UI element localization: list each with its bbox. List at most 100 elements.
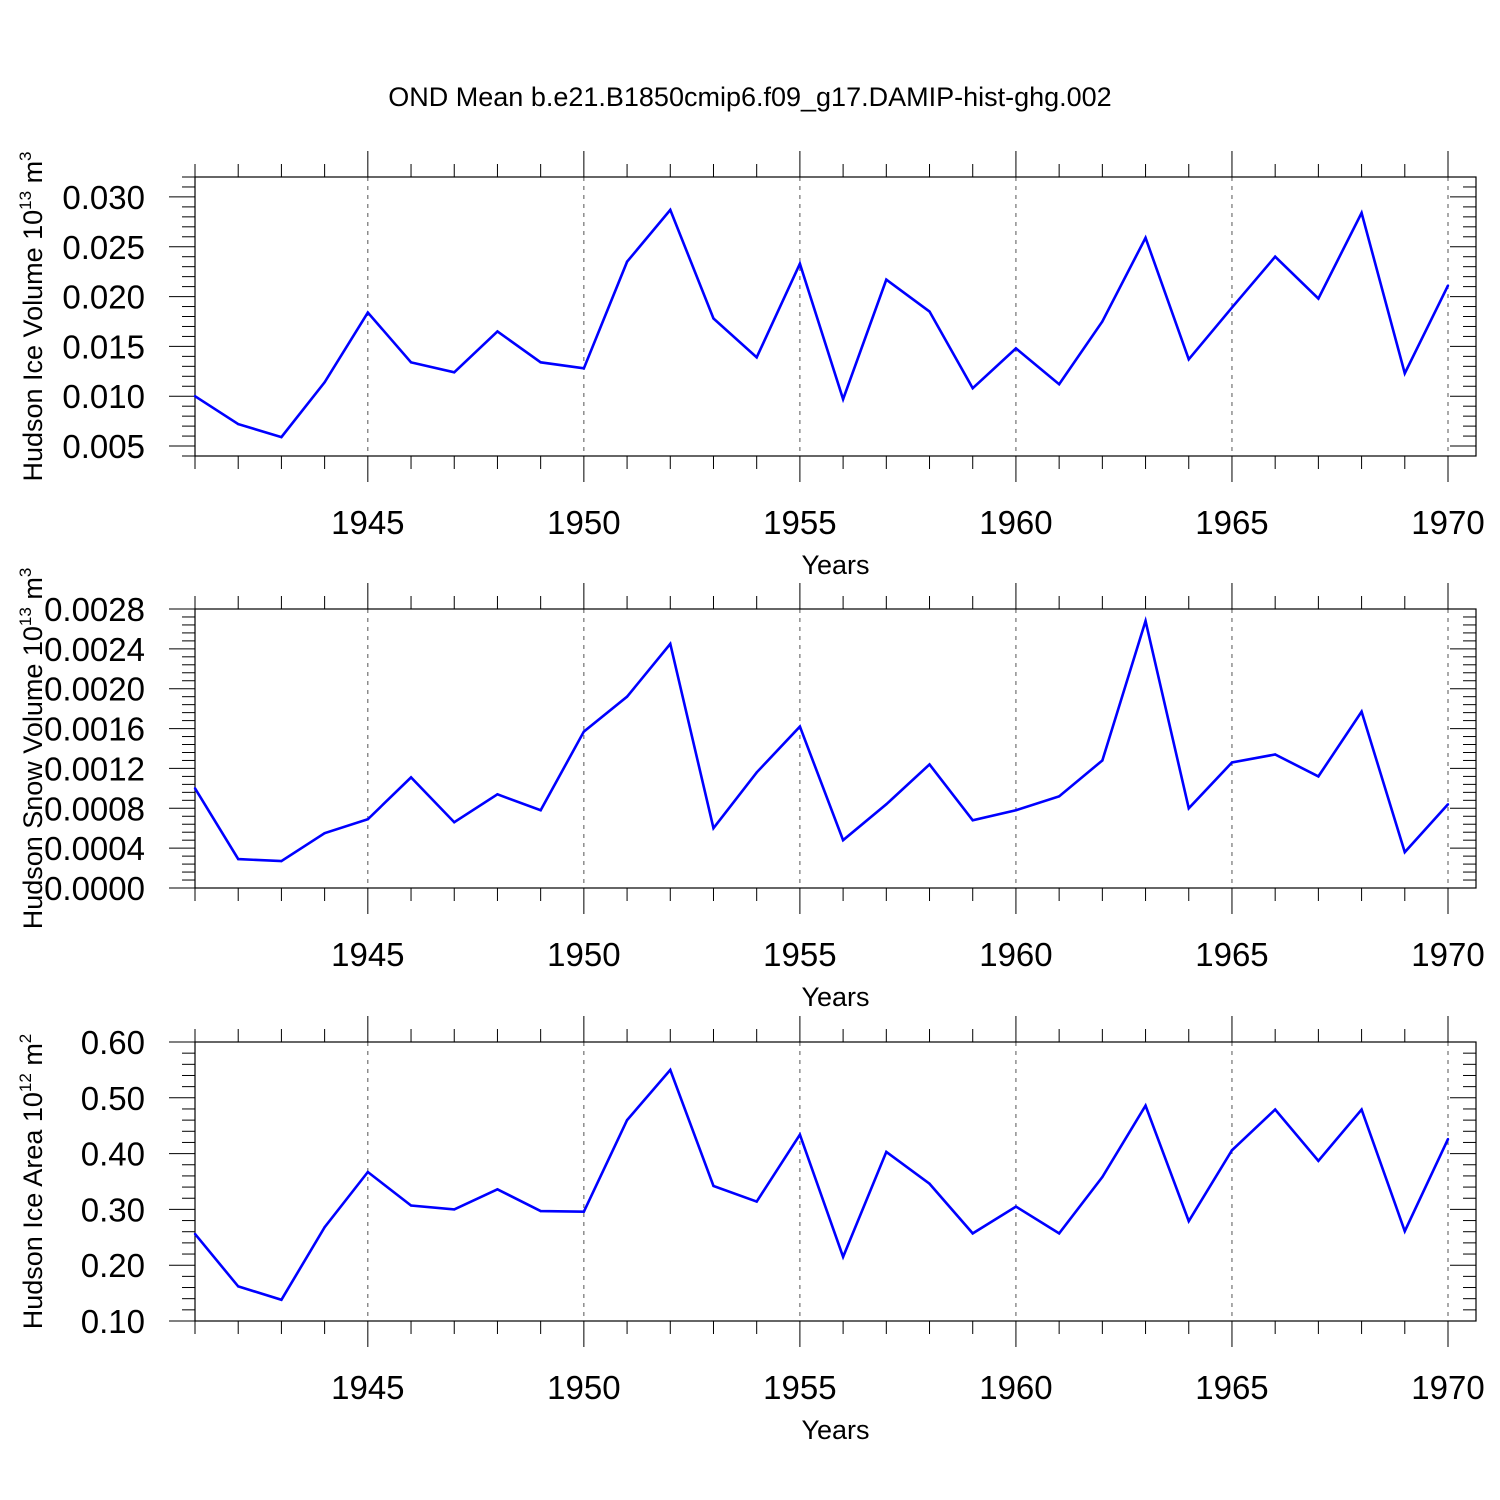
data-point <box>1187 1219 1190 1223</box>
x-tick-label: 1965 <box>1195 504 1268 541</box>
data-point <box>1446 1137 1450 1141</box>
y-tick-label: 0.50 <box>81 1080 145 1117</box>
x-tick-label: 1955 <box>763 936 836 973</box>
chart-panel-3: 1945 1950 1955 1960 1965 1970 0.10 0.20 0.30 0.40… <box>16 1016 1485 1445</box>
data-point <box>193 787 197 790</box>
x-tick-label: 1960 <box>979 504 1052 541</box>
y-tick-label: 0.0020 <box>44 671 145 708</box>
x-axis-title: Years <box>801 550 869 580</box>
series-line <box>193 615 1449 863</box>
y-axis-title: Hudson Snow Volume 1013 m3 <box>16 568 48 930</box>
data-point <box>971 1232 974 1235</box>
y-tick-label: 0.005 <box>62 428 145 465</box>
y-tick-label: 0.20 <box>81 1247 145 1284</box>
x-axis-title: Years <box>801 982 869 1012</box>
x-tick-label: 1945 <box>331 1369 404 1406</box>
data-point <box>1057 383 1061 386</box>
data-point <box>1057 1232 1061 1235</box>
data-point <box>1273 255 1277 258</box>
data-point <box>1014 809 1018 812</box>
y-axis-title-main: Hudson Ice Area 10 <box>18 1092 48 1329</box>
data-point <box>928 1182 931 1185</box>
y-tick-label: 0.30 <box>81 1191 145 1228</box>
y-axis-title-exponent: 12 <box>16 1073 35 1092</box>
data-point <box>539 361 542 364</box>
data-point <box>539 1209 542 1213</box>
data-point <box>625 695 629 698</box>
data-point <box>366 818 370 821</box>
data-point <box>669 208 672 212</box>
x-tick-label: 1945 <box>331 504 404 541</box>
data-point <box>625 1118 629 1122</box>
data-point <box>539 809 542 812</box>
x-tick-label: 1970 <box>1411 936 1484 973</box>
data-point <box>1317 775 1320 778</box>
x-tick-label: 1970 <box>1411 504 1484 541</box>
y-axis-title-unit: m <box>18 1043 48 1073</box>
x-tick-label: 1955 <box>763 504 836 541</box>
data-point <box>1360 1108 1363 1111</box>
data-point <box>1101 759 1104 762</box>
data-point <box>755 356 758 359</box>
series-line <box>194 207 1450 439</box>
y-tick-label: 0.60 <box>81 1024 145 1061</box>
data-point <box>237 857 240 861</box>
x-tick-label: 1960 <box>979 1369 1052 1406</box>
plot-frame <box>194 608 1477 889</box>
data-point <box>841 838 845 842</box>
y-tick-label: 0.0016 <box>44 711 145 748</box>
data-point <box>280 859 283 863</box>
y-tick-label: 0.0012 <box>44 750 145 787</box>
y-axis-title-exponent: 13 <box>16 191 35 210</box>
y-tick-label: 0.0000 <box>44 870 145 907</box>
data-point <box>496 330 499 333</box>
data-point <box>453 1208 456 1211</box>
data-point <box>280 435 283 439</box>
y-tick-label: 0.10 <box>81 1303 145 1340</box>
y-tick-label: 0.020 <box>62 279 145 316</box>
y-axis-title-main: Hudson Snow Volume 10 <box>18 626 48 929</box>
data-point <box>1317 297 1320 300</box>
x-tick-label: 1950 <box>547 504 620 541</box>
y-tick-label: 0.0008 <box>44 790 145 827</box>
data-point <box>712 827 715 830</box>
figure-title: OND Mean b.e21.B1850cmip6.f09_g17.DAMIP-… <box>388 82 1111 112</box>
y-tick-label: 0.030 <box>62 179 145 216</box>
data-point <box>1403 850 1406 854</box>
data-point <box>1101 1175 1104 1179</box>
plot-frame <box>194 1041 1477 1322</box>
series-line <box>193 1067 1450 1302</box>
x-tick-label: 1950 <box>547 1369 620 1406</box>
data-point <box>971 819 974 822</box>
data-point <box>453 371 456 374</box>
data-point <box>928 763 931 766</box>
data-point <box>323 1226 326 1229</box>
data-point <box>669 642 672 646</box>
y-axis-title-main: Hudson Ice Volume 10 <box>18 210 48 482</box>
data-point <box>1057 795 1061 798</box>
x-tick-label: 1950 <box>547 936 620 973</box>
y-axis-title: Hudson Ice Volume 1013 m3 <box>16 151 48 481</box>
data-point <box>1446 284 1450 287</box>
data-point <box>1187 807 1190 810</box>
data-point <box>1144 619 1147 623</box>
data-point <box>1360 211 1363 215</box>
data-point <box>1230 1149 1234 1152</box>
data-point <box>625 260 629 263</box>
data-point <box>1230 306 1234 309</box>
data-point <box>1403 1229 1406 1233</box>
data-point <box>237 1285 240 1288</box>
data-point <box>323 831 326 835</box>
data-point <box>280 1298 283 1301</box>
y-axis-title-unit-exponent: 3 <box>16 568 35 577</box>
data-point <box>323 381 326 384</box>
data-point <box>1144 1104 1147 1107</box>
data-point <box>928 310 931 313</box>
data-point <box>885 278 888 281</box>
y-tick-label: 0.0024 <box>44 631 145 668</box>
y-axis-title-unit-exponent: 2 <box>16 1034 35 1043</box>
x-tick-label: 1965 <box>1195 1369 1268 1406</box>
data-point <box>1014 347 1018 350</box>
